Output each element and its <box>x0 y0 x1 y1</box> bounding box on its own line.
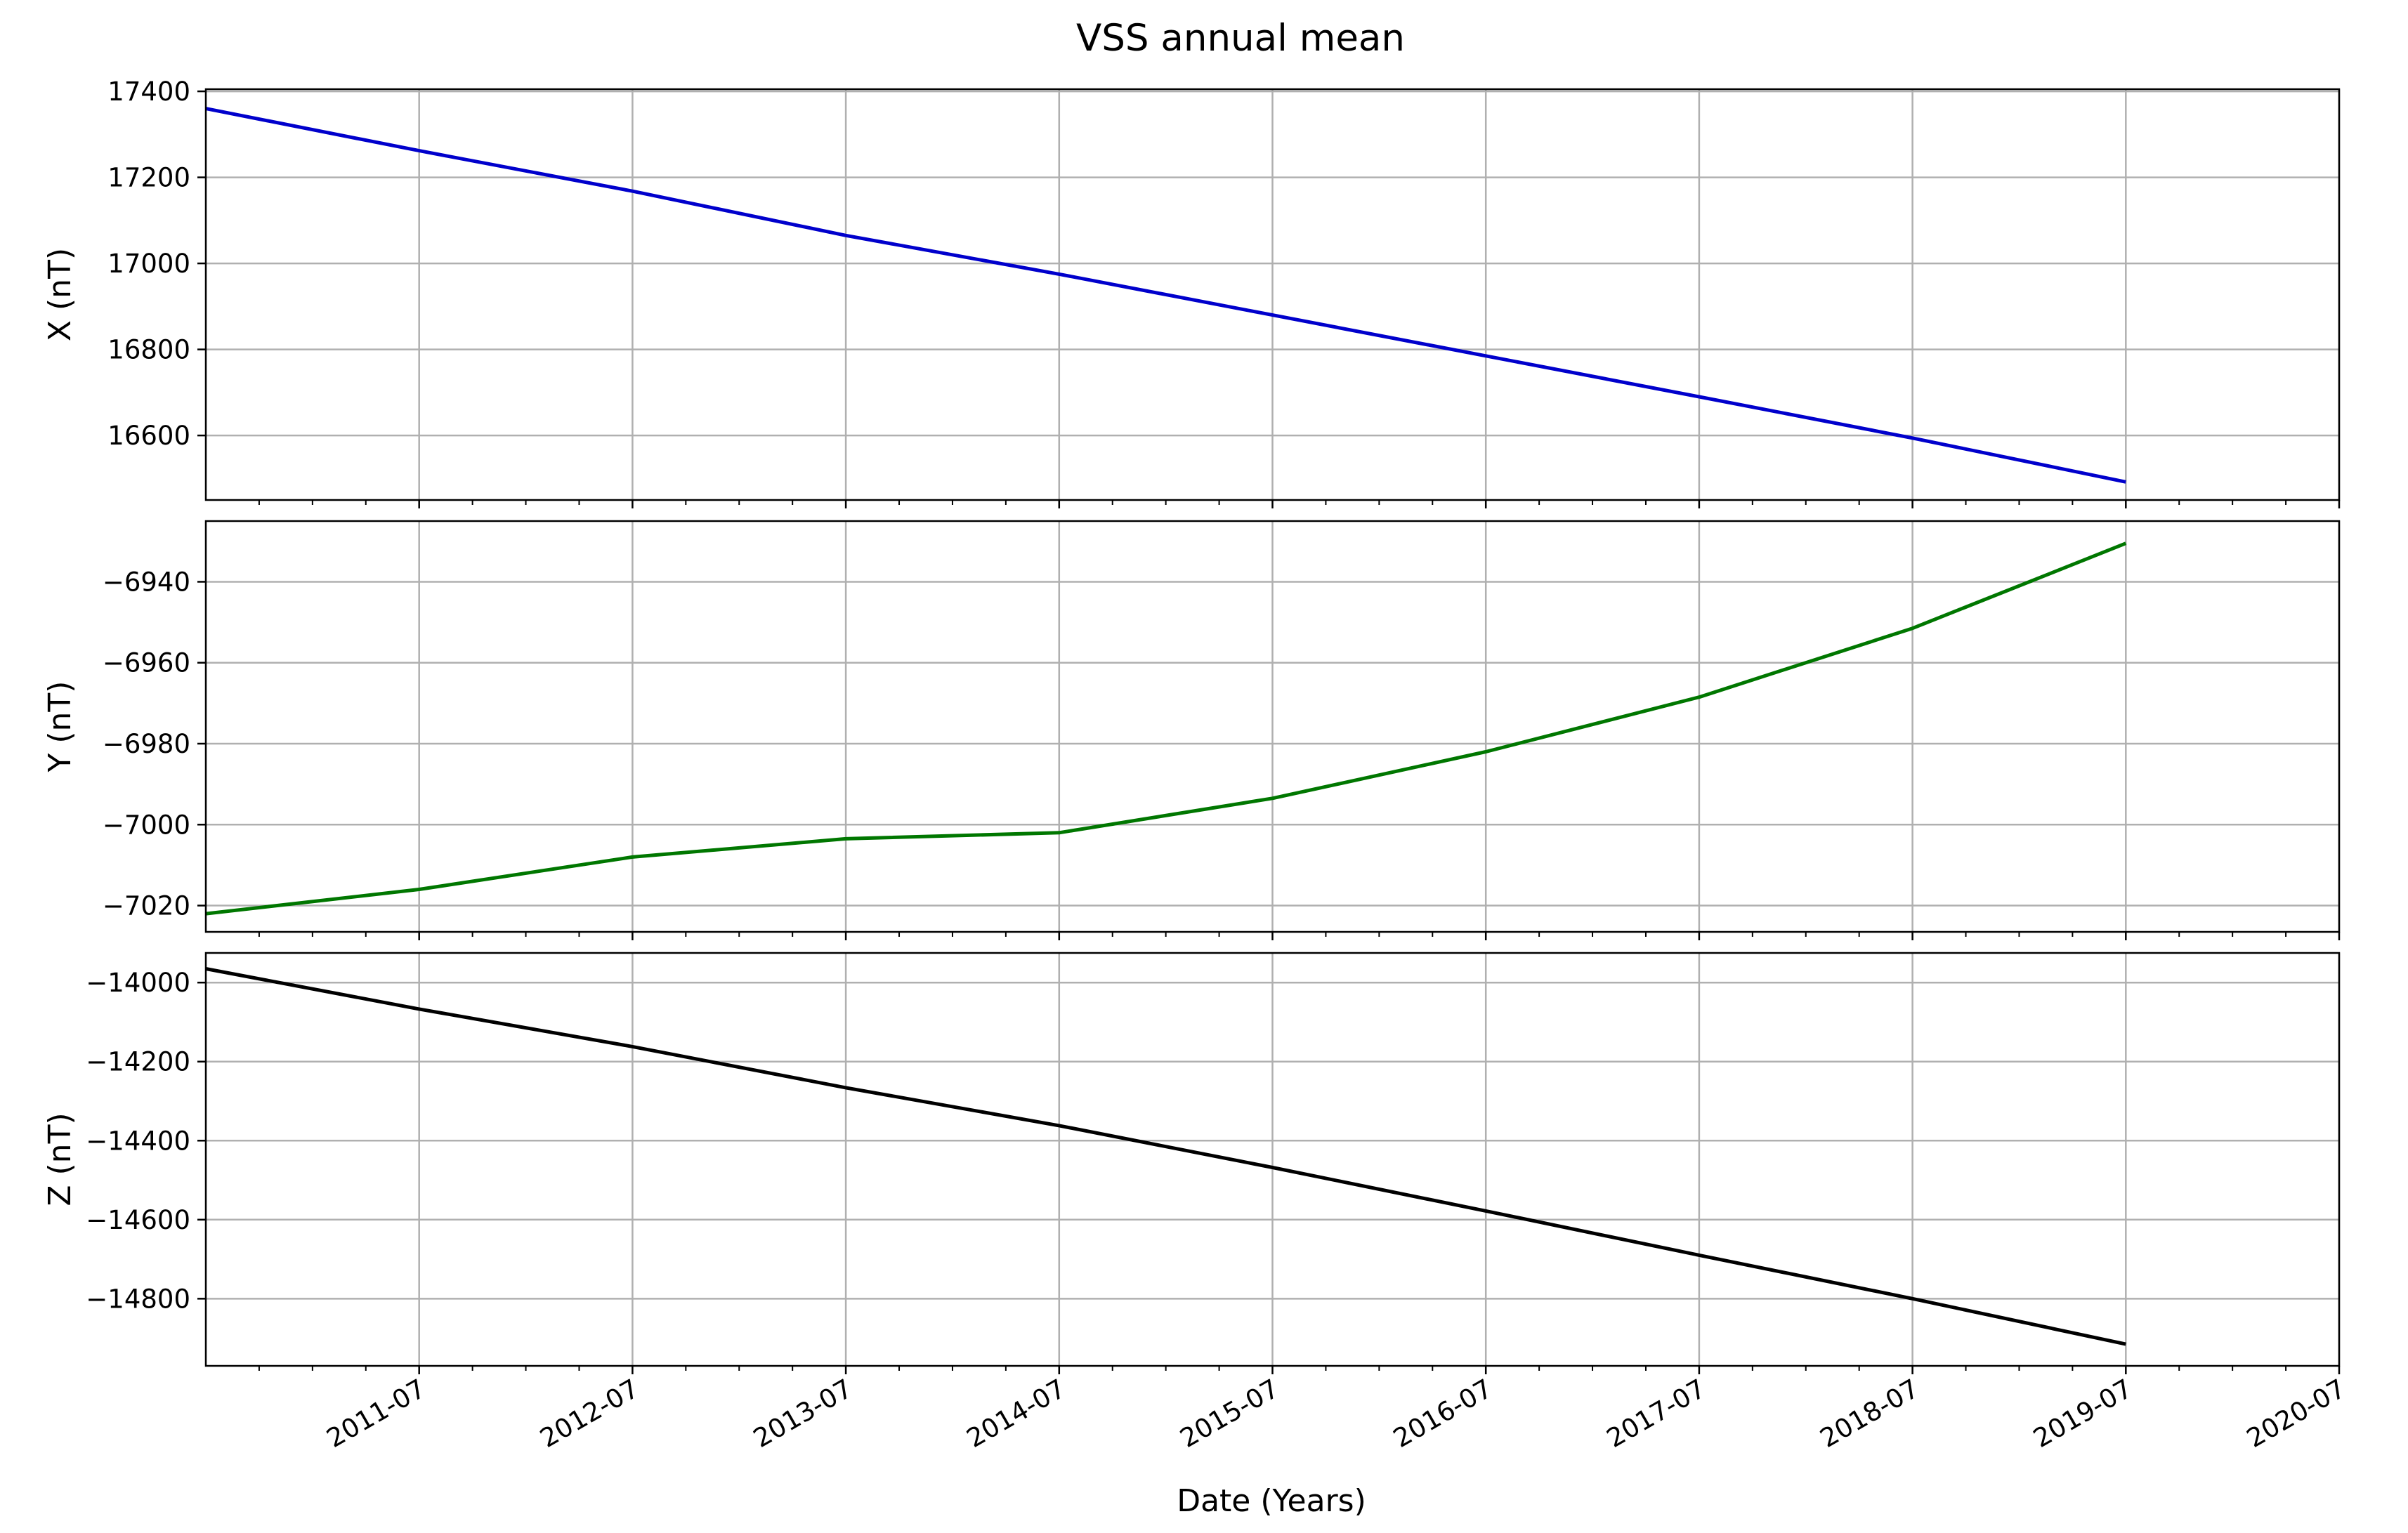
x-tick-label: 2016-07 <box>1388 1374 1497 1454</box>
x-tick-label: 2014-07 <box>962 1374 1071 1454</box>
y-tick-label: 16600 <box>107 421 190 451</box>
y-tick-label: −6960 <box>103 648 190 678</box>
chart-title: VSS annual mean <box>1076 17 1405 60</box>
y-tick-label: −14400 <box>86 1126 190 1156</box>
y-tick-label: 17400 <box>107 77 190 107</box>
y-tick-label: −14800 <box>86 1284 190 1314</box>
panel-3: −14800 −14600 −14400 −14200 −14000 Z (nT) <box>42 952 2341 1374</box>
x-tick-label: 2011-07 <box>322 1374 431 1454</box>
y-tick-label: −7000 <box>103 810 190 840</box>
panel-2: −7020 −7000 −6980 −6960 −6940 Y (nT) <box>42 520 2341 940</box>
x-tick-label: 2017-07 <box>1602 1374 1710 1454</box>
series-line-3 <box>205 967 2126 1346</box>
y-tick-label: −6940 <box>103 567 190 597</box>
x-tick-label: 2019-07 <box>2028 1374 2137 1454</box>
y-axis-label: Y (nT) <box>42 681 78 773</box>
y-axis-label: Z (nT) <box>42 1112 78 1206</box>
panel-1: 16600 16800 17000 17200 17400 X (nT) <box>42 77 2341 508</box>
panel-frame <box>204 952 2341 1367</box>
y-tick-label: −14600 <box>86 1205 190 1235</box>
x-axis-label: Date (Years) <box>1177 1483 1366 1519</box>
chart-panels: 16600 16800 17000 17200 17400 X (nT) −7020 −700… <box>42 77 2341 1374</box>
y-tick-label: 17200 <box>107 163 190 193</box>
y-tick-label: −6980 <box>103 729 190 759</box>
x-tick-label: 2020-07 <box>2242 1374 2350 1454</box>
panel-frame <box>204 88 2341 501</box>
x-tick-label: 2015-07 <box>1175 1374 1284 1454</box>
y-tick-label: 16800 <box>107 335 190 365</box>
x-tick-label: 2013-07 <box>748 1374 857 1454</box>
x-tick-label: 2018-07 <box>1815 1374 1924 1454</box>
x-axis: 2011-07 2012-07 2013-07 2014-07 2015-07 2016-… <box>322 1374 2351 1454</box>
y-axis-label: X (nT) <box>42 248 78 341</box>
y-tick-label: 17000 <box>107 249 190 279</box>
y-tick-label: −14200 <box>86 1047 190 1077</box>
y-tick-label: −7020 <box>103 891 190 921</box>
y-tick-label: −14000 <box>86 968 190 998</box>
series-line-1 <box>205 107 2126 484</box>
series-line-2 <box>205 541 2127 916</box>
panel-frame <box>204 520 2341 933</box>
x-tick-label: 2012-07 <box>535 1374 644 1454</box>
